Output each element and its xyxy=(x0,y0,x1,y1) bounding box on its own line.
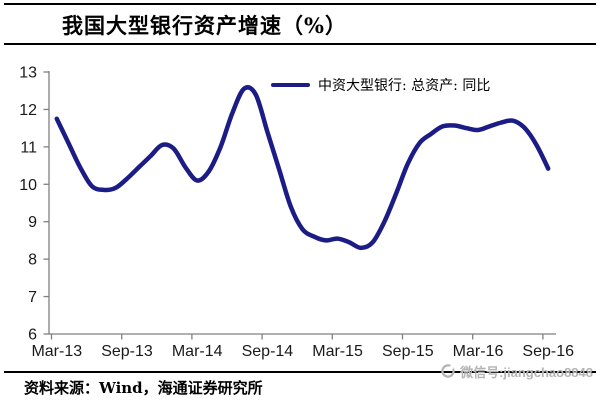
wechat-logo-icon xyxy=(441,364,455,378)
y-tick-label: 12 xyxy=(19,102,37,119)
legend-label: 中资大型银行: 总资产: 同比 xyxy=(318,78,491,94)
title-divider-rule xyxy=(4,43,596,45)
y-tick-label: 7 xyxy=(28,289,37,306)
x-tick-label: Mar-13 xyxy=(31,343,82,360)
y-tick-label: 11 xyxy=(20,139,37,156)
y-tick-label: 10 xyxy=(19,177,37,194)
x-tick-label: Sep-15 xyxy=(382,343,434,360)
top-rule xyxy=(4,3,596,5)
y-tick-label: 8 xyxy=(28,252,37,269)
chart-title: 我国大型银行资产增速（%） xyxy=(62,13,347,38)
x-tick-label: Sep-16 xyxy=(522,343,574,360)
watermark-text: 微信号:jiangchao8848 xyxy=(460,364,593,380)
source-note: 资料来源：Wind，海通证券研究所 xyxy=(24,379,263,397)
watermark: 微信号:jiangchao8848 xyxy=(440,361,593,381)
legend-line-swatch xyxy=(271,83,310,87)
x-tick-label: Mar-15 xyxy=(312,343,363,360)
bottom-rule xyxy=(4,371,596,373)
x-tick-label: Mar-16 xyxy=(453,343,504,360)
y-tick-label: 13 xyxy=(19,65,37,82)
x-tick-label: Mar-14 xyxy=(172,343,223,360)
legend: 中资大型银行: 总资产: 同比 xyxy=(271,75,490,95)
series-line xyxy=(54,85,551,251)
y-tick-label: 6 xyxy=(28,327,37,344)
x-tick-label: Sep-13 xyxy=(101,343,153,360)
y-tick-label: 9 xyxy=(28,214,37,231)
x-tick-label: Sep-14 xyxy=(242,343,294,360)
